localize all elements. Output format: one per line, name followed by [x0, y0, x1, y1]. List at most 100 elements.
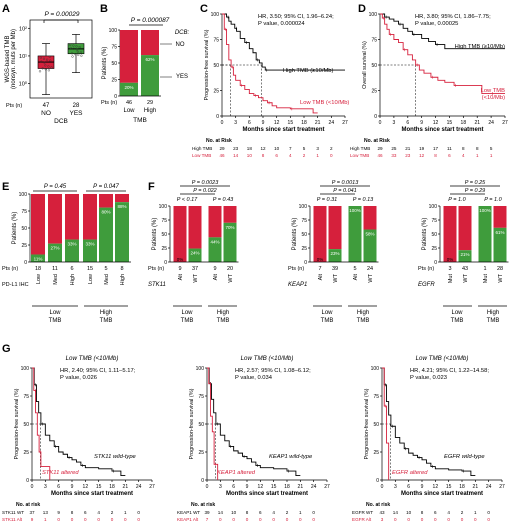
d-xtick-label: 9	[420, 120, 423, 126]
g2-ytick-label: 75	[198, 394, 204, 400]
g2-risk-value: 2	[286, 510, 289, 515]
a-group-label: NO	[41, 110, 51, 117]
g3-xtick-label: 6	[407, 484, 410, 490]
d-risk-title: No. at Risk	[364, 138, 390, 144]
d-xtick-label: 21	[474, 120, 480, 126]
c-risk-value: 14	[233, 153, 239, 158]
g1-risk-label: STK11 WT	[2, 510, 24, 515]
g1-risk-value: 9	[31, 517, 34, 522]
b-ytick-label: 75	[111, 45, 117, 51]
a-ylabel: WGS-based TMB	[5, 36, 11, 83]
g2-risk-value: 0	[312, 517, 315, 522]
f2-pvalue-top: P = 0.041	[333, 188, 357, 194]
g1-xtick-label: 0	[31, 484, 34, 490]
a-point	[72, 47, 75, 50]
e-pvalue: P = 0.047	[93, 184, 119, 190]
g3-ytick-label: 25	[373, 450, 379, 456]
f3-bar-n: 3	[448, 266, 451, 272]
g1-series-1	[32, 367, 51, 480]
c-xtick-label: 24	[329, 120, 335, 126]
d-xtick-label: 6	[406, 120, 409, 126]
g1-risk-value: 0	[124, 517, 127, 522]
g2-risk-value: 14	[218, 510, 224, 515]
g1-risk-value: 13	[43, 510, 49, 515]
g1-annotation: HR, 2.40; 95% CI, 1.11–5.17;	[60, 368, 136, 374]
g2-ytick-label: 25	[198, 450, 204, 456]
f3-bar-label: 100%	[479, 208, 491, 213]
d-ytick-label: 100	[369, 12, 378, 18]
f1-ytick-label: 0	[164, 260, 167, 266]
b-bar-n: 46	[126, 100, 132, 106]
g1-xtick-label: 21	[123, 484, 129, 490]
a-point	[47, 65, 50, 68]
c-risk-value: 7	[289, 146, 292, 151]
g1-risk-value: 0	[71, 517, 74, 522]
c-risk-value: 2	[330, 146, 333, 151]
e-bar-label: 33%	[67, 242, 76, 247]
e-ytick-label: 50	[21, 226, 27, 232]
e-ytick-label: 100	[19, 192, 28, 198]
d-series-label: High TMB (≥10/Mb)	[455, 44, 505, 50]
g3-series-label: EGFR wild-type	[444, 454, 485, 460]
c-xtick-label: 21	[315, 120, 321, 126]
f3-bar-cat: Mut	[448, 274, 454, 284]
c-risk-value: 1	[316, 153, 319, 158]
f3-bar-label: 21%	[460, 252, 469, 257]
f1-ytick-label: 25	[161, 246, 167, 252]
e-bar-no	[99, 194, 113, 208]
e-bar-label: 33%	[85, 242, 94, 247]
g1-series-label: STK11 altered	[42, 470, 79, 476]
c-xtick-label: 18	[301, 120, 307, 126]
g2-risk-value: 6	[259, 510, 262, 515]
g2-xtick-label: 21	[298, 484, 304, 490]
a-point	[39, 56, 42, 59]
b-ytick-label: 50	[111, 61, 117, 67]
f2-bar-label: 100%	[349, 208, 361, 213]
d-risk-value: 8	[476, 146, 479, 151]
e-pvalue: P = 0.45	[44, 184, 67, 190]
f2-bar-n: 5	[353, 266, 356, 272]
g3-risk-value: 1	[474, 510, 477, 515]
f2-pvalue-top: P = 0.0013	[332, 180, 359, 186]
f1-pvalue-top: P = 0.0023	[192, 180, 219, 186]
g3-xtick-label: 12	[433, 484, 439, 490]
a-point	[75, 48, 79, 51]
f1-bar-label: 70%	[225, 225, 234, 230]
f1-ylabel: Patients (%)	[152, 218, 158, 251]
a-group-label: YES	[69, 110, 83, 117]
f3-pvalue: P = 1.0	[484, 197, 502, 203]
c-risk-value: 29	[219, 146, 225, 151]
g3-xtick-label: 27	[499, 484, 505, 490]
f2-bar-n: 7	[318, 266, 321, 272]
d-risk-value: 8	[462, 146, 465, 151]
c-risk-value: 3	[316, 146, 319, 151]
c-xtick-label: 12	[274, 120, 280, 126]
d-risk-label: Low TMB	[350, 153, 369, 158]
d-risk-label: High TMB	[350, 146, 370, 151]
g3-xtick-label: 15	[446, 484, 452, 490]
b-pts-label: Pts (n)	[101, 100, 117, 106]
panel-letter: G	[2, 343, 11, 355]
g1-risk-value: 8	[71, 510, 74, 515]
f3-bar-n: 28	[497, 266, 503, 272]
g1-risk-value: 0	[57, 517, 60, 522]
c-series-1	[222, 13, 318, 114]
f2-bar-cat: Alt	[318, 274, 324, 281]
d-xtick-label: 12	[433, 120, 439, 126]
a-point	[40, 60, 43, 63]
f3-bar-label: 61%	[495, 230, 504, 235]
d-risk-value: 23	[405, 153, 411, 158]
g3-risk-value: 0	[407, 517, 410, 522]
a-point	[44, 68, 47, 71]
f3-bar-n: 1	[483, 266, 486, 272]
b-ylabel: Patients (%)	[102, 47, 108, 80]
a-point	[74, 53, 77, 56]
a-ytick-label: 10¹	[19, 54, 27, 60]
g3-xtick-label: 21	[473, 484, 479, 490]
f1-bar-cat: Alt	[213, 274, 219, 281]
g3-ytick-label: 100	[371, 366, 380, 372]
g1-ytick-label: 75	[23, 394, 29, 400]
g2-risk-value: 0	[232, 517, 235, 522]
f3-bar-cat: WT	[463, 273, 469, 282]
e-bar-no	[115, 194, 129, 203]
